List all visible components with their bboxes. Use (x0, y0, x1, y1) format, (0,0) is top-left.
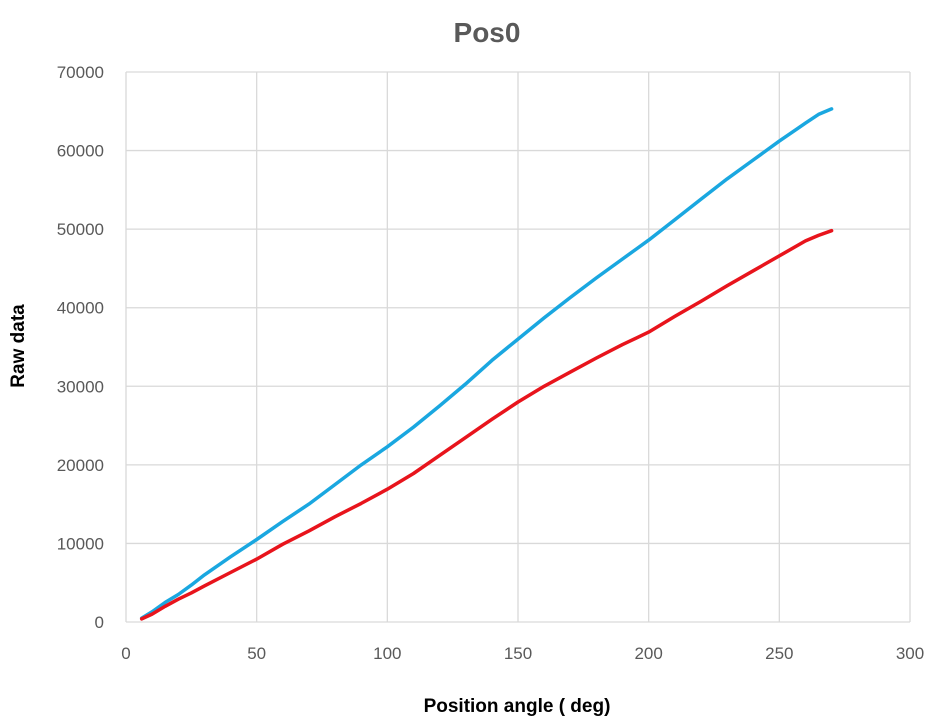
y-axis-ticks: 0 10000 20000 30000 40000 50000 60000 70000 (57, 63, 104, 632)
x-tick-label: 150 (504, 644, 532, 663)
x-tick-label: 250 (765, 644, 793, 663)
y-tick-label: 40000 (57, 299, 104, 318)
chart-title: Pos0 (454, 17, 521, 48)
series-line-2 (139, 228, 834, 621)
y-tick-label: 0 (95, 613, 104, 632)
y-tick-label: 30000 (57, 377, 104, 396)
x-tick-label: 300 (896, 644, 924, 663)
x-tick-label: 50 (247, 644, 266, 663)
y-tick-label: 10000 (57, 534, 104, 553)
y-tick-label: 50000 (57, 220, 104, 239)
y-tick-label: 70000 (57, 63, 104, 82)
gridlines (125, 71, 911, 623)
y-tick-label: 60000 (57, 142, 104, 161)
plot-series (139, 107, 834, 621)
y-tick-label: 20000 (57, 456, 104, 475)
series-line-1 (139, 107, 834, 620)
x-tick-label: 100 (373, 644, 401, 663)
x-tick-label: 0 (121, 644, 130, 663)
x-tick-label: 200 (634, 644, 662, 663)
x-axis-ticks: 0 50 100 150 200 250 300 (121, 644, 924, 663)
y-axis-label: Raw data (8, 304, 29, 388)
x-axis-label: Position angle ( deg) (424, 696, 611, 717)
